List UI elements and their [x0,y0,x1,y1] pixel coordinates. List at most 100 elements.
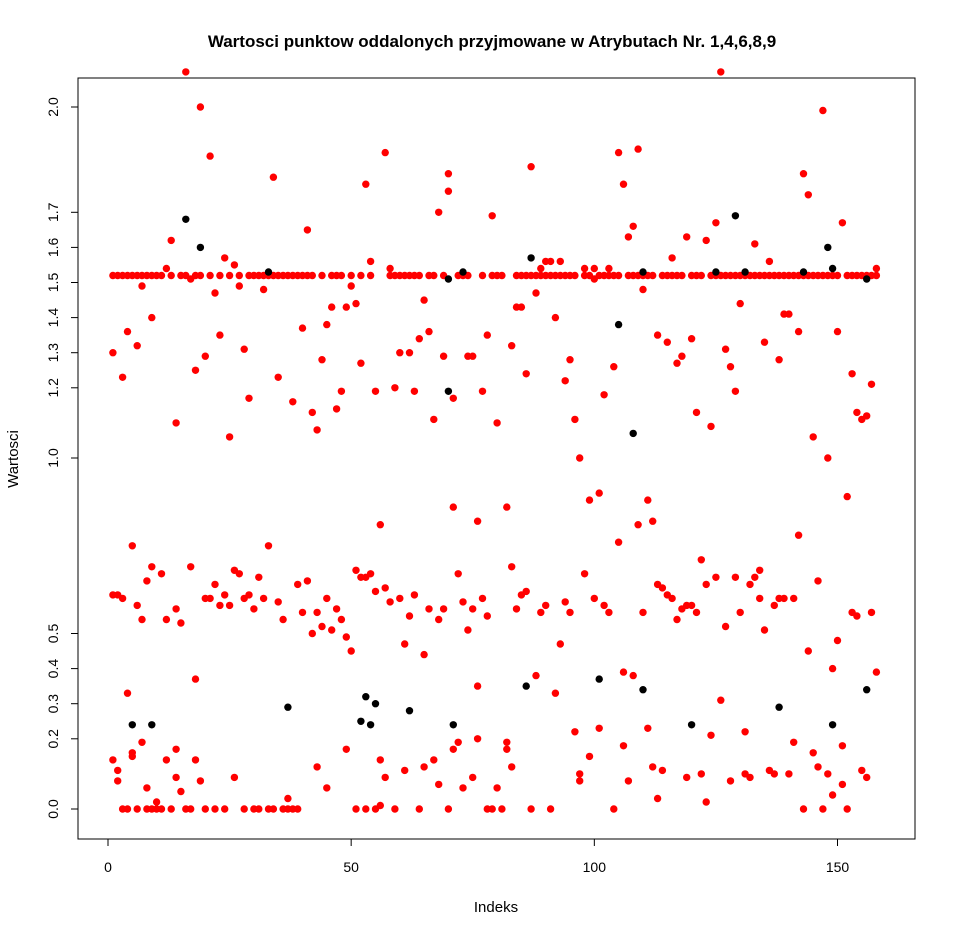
data-point-red-475 [863,412,871,420]
data-point-red-131 [303,226,312,234]
data-point-red-157 [342,745,350,753]
data-point-red-443 [809,749,817,757]
data-point-red-388 [721,345,730,353]
data-point-red-60 [187,805,195,813]
data-point-red-481 [872,264,881,273]
data-point-red-406 [751,240,759,248]
data-point-red-380 [707,731,715,739]
data-point-red-48 [172,419,180,427]
data-point-red-101 [255,573,263,581]
data-point-red-137 [313,426,321,434]
data-point-red-452 [824,770,832,778]
y-tick-label: 1.2 [45,378,61,398]
data-point-red-132 [303,577,312,585]
data-point-red-290 [561,598,569,606]
data-point-red-111 [269,805,278,813]
y-tick-label: 1.0 [45,448,61,468]
data-point-red-386 [717,696,725,704]
x-tick-label: 100 [583,859,607,875]
data-point-red-36 [152,798,161,806]
data-point-black-2 [182,215,190,223]
data-point-black-3 [196,243,205,252]
data-point-red-271 [532,289,540,297]
data-point-red-272 [532,671,540,680]
data-point-red-49 [172,605,180,613]
data-point-red-174 [371,587,380,596]
data-point-red-341 [644,724,652,732]
data-point-red-152 [337,387,346,395]
x-tick-label: 0 [104,859,112,875]
data-point-red-325 [619,180,628,188]
data-point-red-113 [274,373,282,381]
data-point-red-197 [410,387,419,395]
data-point-red-71 [206,152,214,160]
data-point-red-431 [790,594,798,603]
data-point-red-256 [508,342,516,350]
data-point-red-379 [707,422,715,431]
data-point-red-419 [770,770,778,778]
data-point-red-207 [425,605,433,613]
data-point-red-144 [323,594,331,603]
data-point-black-16 [527,254,535,262]
data-point-red-136 [308,271,316,280]
data-point-red-249 [493,784,501,792]
data-point-red-172 [366,271,375,280]
data-point-red-68 [201,352,209,360]
data-point-red-43 [162,756,171,764]
data-point-red-142 [318,271,326,280]
data-point-red-295 [571,415,579,424]
data-point-red-128 [298,324,307,332]
data-point-red-439 [804,191,812,199]
data-point-red-287 [556,640,564,648]
data-point-red-275 [537,608,545,617]
data-point-red-326 [619,668,628,676]
data-point-red-84 [225,601,234,610]
data-point-red-179 [381,148,389,157]
data-point-black-7 [362,693,370,701]
data-point-red-160 [347,271,355,280]
data-point-black-11 [444,275,453,283]
data-point-red-356 [668,594,676,603]
data-point-red-234 [469,605,477,613]
data-point-red-323 [614,148,623,157]
data-point-red-483 [872,271,881,280]
data-point-red-293 [566,608,574,617]
data-point-red-153 [337,615,346,624]
data-point-red-349 [658,584,667,592]
data-point-red-170 [366,257,375,266]
data-point-red-445 [814,577,822,585]
data-point-red-289 [561,377,569,385]
data-point-black-10 [405,707,414,715]
data-point-red-86 [230,261,239,269]
data-point-red-214 [435,780,443,789]
data-point-red-119 [284,794,292,803]
data-point-red-5 [114,777,122,785]
data-point-red-375 [697,271,705,280]
data-point-black-6 [357,717,365,725]
data-point-red-407 [751,573,759,581]
data-point-red-470 [853,612,861,620]
data-point-red-173 [371,387,380,395]
data-point-red-82 [221,805,229,813]
y-tick-label: 1.4 [45,308,61,328]
data-point-red-320 [610,805,618,813]
data-point-red-125 [294,580,302,589]
data-point-red-368 [687,601,696,610]
data-point-red-296 [571,728,579,736]
data-points [109,68,881,813]
data-point-red-171 [366,570,375,578]
data-point-red-461 [838,742,847,750]
data-point-red-225 [454,570,462,578]
data-point-red-223 [449,745,457,753]
data-point-red-41 [157,271,166,280]
data-point-red-176 [376,521,384,529]
data-point-red-400 [741,728,749,736]
data-point-red-248 [493,419,501,427]
data-point-red-58 [187,563,195,571]
data-point-red-344 [649,763,657,771]
data-point-red-317 [605,608,613,617]
data-point-red-436 [799,170,808,178]
data-point-red-241 [478,271,487,280]
data-point-black-13 [449,721,457,729]
data-point-red-403 [746,580,754,589]
